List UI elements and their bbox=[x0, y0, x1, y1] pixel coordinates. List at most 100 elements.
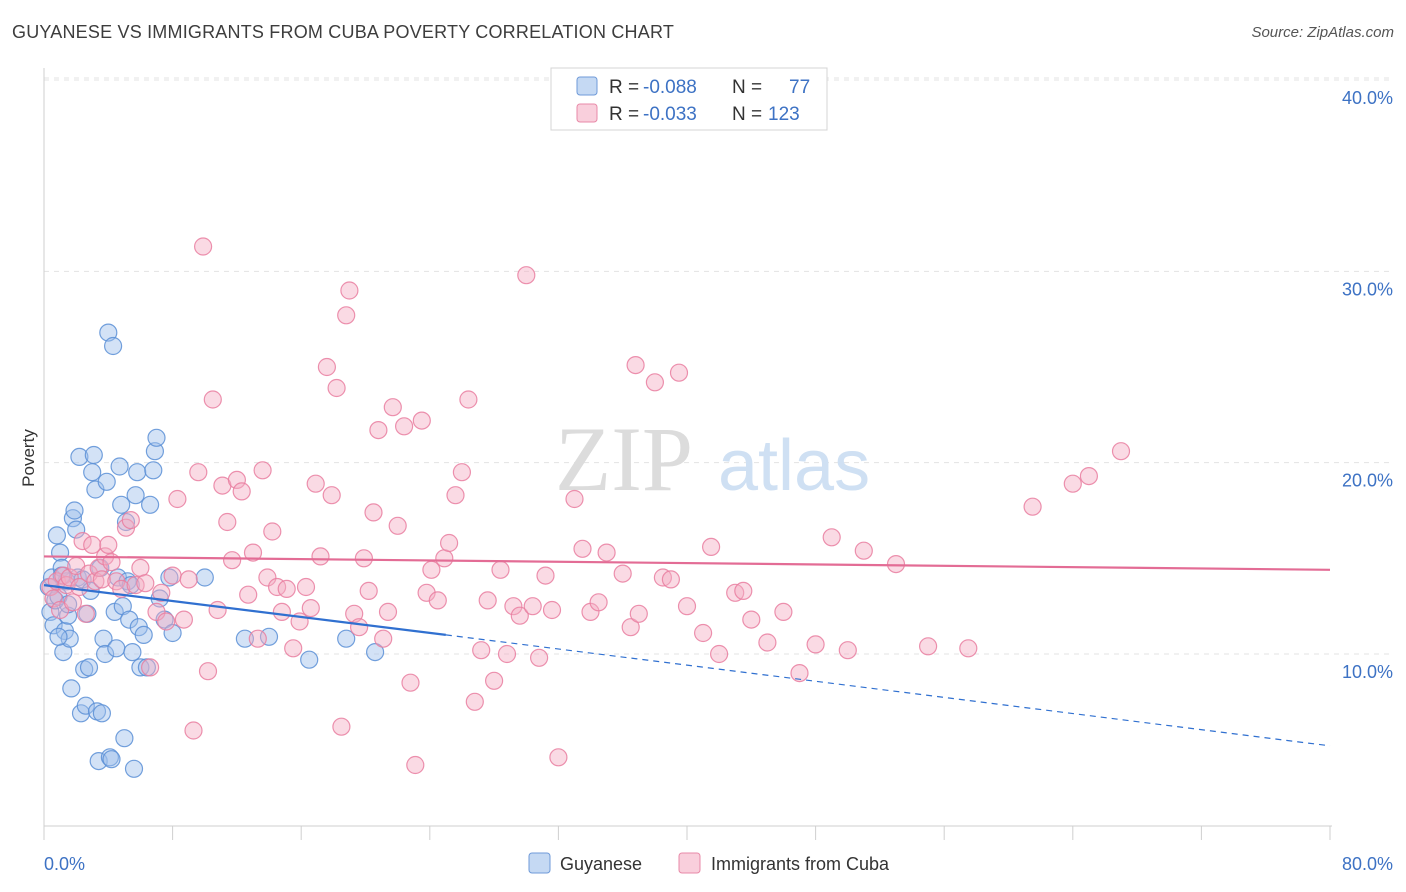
cuba-point bbox=[1111, 442, 1131, 461]
cuba-point bbox=[589, 593, 608, 612]
cuba-point bbox=[54, 566, 73, 585]
guyanese-point bbox=[124, 759, 144, 778]
guyanese-point bbox=[160, 568, 179, 587]
guyanese-point bbox=[115, 729, 134, 748]
cuba-point bbox=[774, 602, 793, 622]
cuba-point bbox=[86, 572, 105, 591]
cuba-point bbox=[327, 378, 346, 398]
guyanese-point bbox=[128, 463, 147, 482]
cuba-point bbox=[510, 606, 529, 625]
cuba-point bbox=[258, 568, 277, 587]
watermark-zip: ZIP bbox=[555, 408, 693, 510]
guyanese-point bbox=[47, 526, 67, 545]
cuba-point bbox=[565, 489, 584, 509]
guyanese-point bbox=[65, 501, 84, 520]
cuba-point bbox=[959, 639, 978, 658]
trend-line-cuba bbox=[43, 555, 1331, 571]
guyanese-point bbox=[126, 486, 145, 505]
y-tick-labels: 10.0% 20.0% 30.0% 40.0% bbox=[1342, 88, 1393, 682]
cuba-point bbox=[529, 648, 549, 667]
cuba-point bbox=[542, 600, 562, 620]
cuba-point bbox=[406, 755, 425, 775]
cuba-point bbox=[60, 568, 79, 587]
cuba-point bbox=[452, 463, 471, 482]
cuba-point bbox=[163, 566, 182, 585]
y-axis-label: Poverty bbox=[19, 429, 38, 487]
trend-line-guyanese-extension bbox=[445, 634, 1331, 747]
y-tick-label: 20.0% bbox=[1342, 471, 1393, 491]
cuba-point bbox=[701, 537, 721, 557]
cuba-point bbox=[435, 549, 454, 568]
cuba-point bbox=[440, 533, 459, 553]
cuba-point bbox=[218, 512, 237, 532]
correlation-legend: R = -0.088 N = 77 R = -0.033 N = 123 bbox=[550, 67, 828, 131]
cuba-point bbox=[790, 663, 809, 683]
cuba-point bbox=[549, 748, 568, 767]
cuba-point bbox=[428, 591, 447, 610]
cuba-point bbox=[459, 390, 478, 409]
cuba-point bbox=[383, 398, 402, 417]
y-tick-label: 10.0% bbox=[1342, 662, 1393, 682]
guyanese-point bbox=[163, 623, 182, 643]
cuba-point bbox=[497, 644, 517, 664]
guyanese-point bbox=[49, 627, 68, 646]
legend-n-value-1: 77 bbox=[789, 77, 810, 98]
guyanese-point bbox=[134, 625, 153, 645]
legend-r-value-2: -0.033 bbox=[643, 104, 697, 125]
cuba-point bbox=[378, 602, 398, 622]
guyanese-point bbox=[131, 658, 150, 677]
cuba-point bbox=[184, 721, 203, 740]
cuba-point bbox=[174, 610, 193, 629]
cuba-point bbox=[693, 623, 713, 643]
guyanese-point bbox=[195, 568, 214, 587]
cuba-point bbox=[73, 531, 92, 551]
cuba-point bbox=[645, 373, 665, 392]
guyanese-point bbox=[95, 644, 115, 664]
cuba-point bbox=[332, 717, 351, 736]
guyanese-point bbox=[112, 495, 131, 514]
cuba-point bbox=[152, 583, 171, 602]
legend-r-value-1: -0.088 bbox=[643, 77, 697, 98]
legend-n-value-2: 123 bbox=[768, 104, 800, 125]
cuba-point bbox=[822, 528, 841, 547]
cuba-point bbox=[168, 489, 187, 509]
cuba-point bbox=[742, 610, 761, 629]
cuba-point bbox=[613, 564, 632, 583]
cuba-point bbox=[838, 641, 857, 660]
guyanese-point bbox=[366, 642, 385, 662]
legend-n-label-1: N = bbox=[732, 77, 762, 98]
legend-swatch-guyanese bbox=[576, 76, 598, 96]
trend-line-guyanese bbox=[43, 584, 447, 636]
cuba-point bbox=[272, 602, 291, 622]
cuba-point bbox=[395, 417, 414, 436]
cuba-point bbox=[131, 558, 150, 578]
cuba-point bbox=[517, 266, 536, 285]
cuba-point bbox=[1079, 467, 1099, 486]
guyanese-point bbox=[259, 627, 279, 646]
guyanese-point bbox=[50, 543, 70, 562]
cuba-point bbox=[263, 522, 282, 541]
guyanese-point bbox=[110, 457, 129, 476]
cuba-point bbox=[504, 597, 523, 616]
guyanese-point bbox=[120, 610, 139, 629]
cuba-point bbox=[374, 629, 393, 648]
guyanese-point bbox=[63, 509, 83, 528]
guyanese-point bbox=[94, 629, 113, 648]
guyanese-point bbox=[107, 639, 126, 658]
legend-r-label-1: R = bbox=[609, 77, 639, 98]
x-axis-ticks bbox=[43, 826, 1331, 840]
cuba-point bbox=[141, 658, 160, 677]
cuba-point bbox=[198, 662, 218, 681]
cuba-point bbox=[44, 589, 63, 608]
cuba-point bbox=[523, 597, 542, 616]
cuba-point bbox=[194, 237, 213, 256]
guyanese-point bbox=[141, 495, 160, 514]
guyanese-point bbox=[76, 696, 95, 715]
guyanese-point bbox=[102, 750, 121, 769]
guyanese-point bbox=[60, 629, 79, 648]
y-tick-label: 40.0% bbox=[1342, 88, 1393, 108]
cuba-point bbox=[296, 577, 316, 597]
cuba-point bbox=[677, 597, 697, 616]
guyanese-point bbox=[337, 629, 356, 648]
